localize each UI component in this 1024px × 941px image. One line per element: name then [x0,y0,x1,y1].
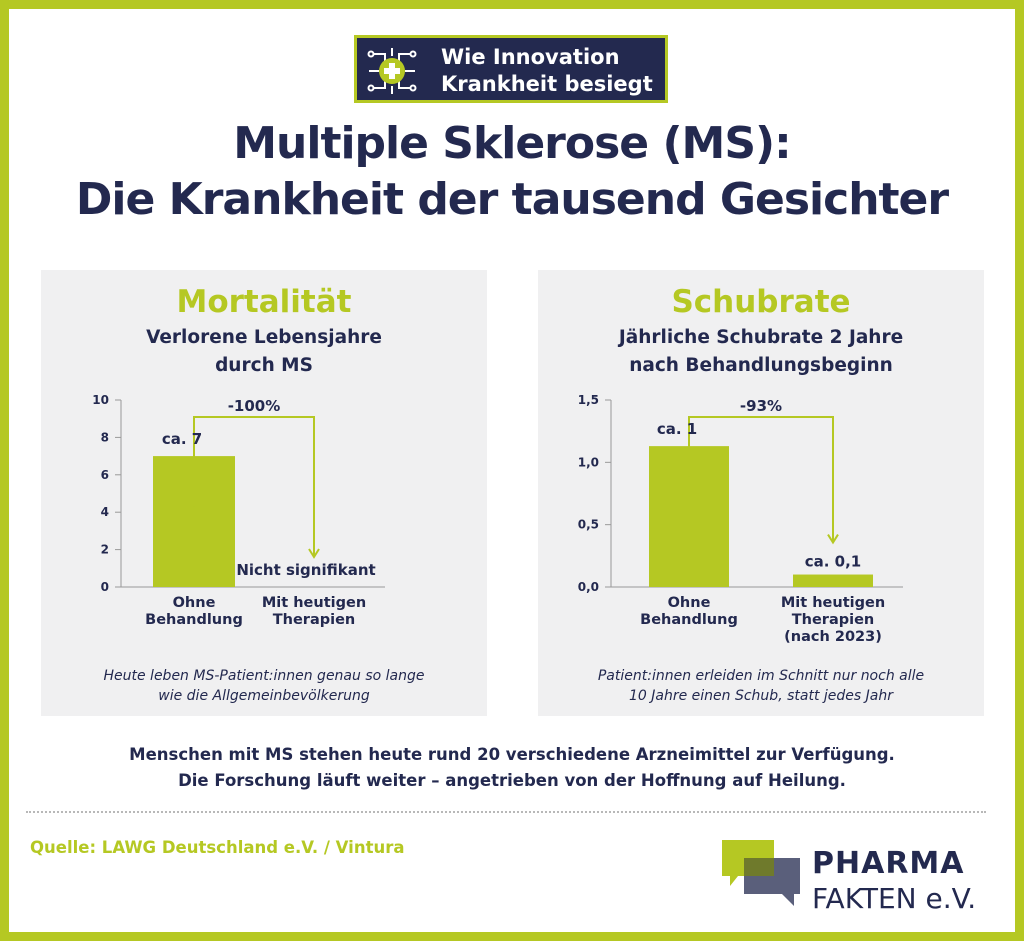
change-label: -93% [740,397,782,415]
source-note: Quelle: LAWG Deutschland e.V. / Vintura [30,838,405,857]
mortality-chart: 0 2 4 6 8 10 -100% ca. 7 Nicht signifikant OhneBe… [92,393,385,628]
relapse-rate-subtitle: Jährliche Schubrate 2 Jahre nach Behandl… [538,324,984,380]
relapse-rate-note: Patient:innen erleiden im Schnitt nur no… [538,666,984,706]
relapse-rate-panel: Schubrate Jährliche Schubrate 2 Jahre na… [538,270,984,716]
relapse-rate-note-line-1: Patient:innen erleiden im Schnitt nur no… [597,668,925,684]
summary-line-1: Menschen mit MS stehen heute rund 20 ver… [129,745,895,764]
y-tick-label: 0 [101,580,109,594]
category-label: Ohne [668,595,711,611]
topic-badge: Wie Innovation Krankheit besiegt [354,35,668,103]
category-label: Behandlung [145,612,243,628]
mortality-note-line-1: Heute leben MS-Patient:innen genau so la… [103,668,425,684]
data-label: ca. 0,1 [805,553,862,571]
change-bracket [688,416,834,543]
mortality-subtitle-line-1: Verlorene Lebensjahre [146,327,382,348]
y-tick-label: 1,5 [578,393,599,407]
y-tick-label: 8 [101,430,109,444]
relapse-rate-title: Schubrate [671,284,851,320]
category-label: (nach 2023) [784,629,882,645]
y-tick-label: 1,0 [578,455,599,469]
mortality-title: Mortalität [176,284,352,320]
category-label: Ohne [173,595,216,611]
summary-text: Menschen mit MS stehen heute rund 20 ver… [0,742,1024,794]
data-label: ca. 1 [657,420,697,438]
page-title-line-2: Die Krankheit der tausend Gesichter [75,174,949,225]
category-label: Therapien [792,612,875,628]
mortality-subtitle: Verlorene Lebensjahre durch MS [41,324,487,380]
divider [26,811,986,813]
change-label: -100% [228,397,281,415]
relapse-rate-subtitle-line-1: Jährliche Schubrate 2 Jahre [618,327,904,348]
y-tick-label: 0,0 [578,580,599,594]
arrow-head [827,534,839,545]
data-label: ca. 7 [162,430,202,448]
mortality-note-line-2: wie die Allgemeinbevölkerung [158,688,370,704]
logo-text-bottom: FAKTEN e.V. [812,882,977,915]
arrow-head [308,548,320,559]
logo-text-top: PHARMA [812,846,965,881]
mortality-subtitle-line-2: durch MS [215,355,313,376]
mortality-panel: Mortalität Verlorene Lebensjahre durch M… [41,270,487,716]
page-title-line-1: Multiple Sklerose (MS): [233,118,792,169]
pharma-fakten-logo: PHARMA FAKTEN e.V. [722,840,982,920]
relapse-rate-chart: 0,0 0,5 1,0 1,5 -93% ca. 1 ca. 0,1 OhneBehandlu… [578,393,903,645]
y-tick-label: 6 [101,468,109,482]
relapse-rate-note-line-2: 10 Jahre einen Schub, statt jedes Jahr [629,688,893,704]
category-label: Behandlung [640,612,738,628]
y-tick-label: 4 [101,505,109,519]
category-label: Mit heutigen [781,595,885,611]
summary-line-2: Die Forschung läuft weiter – angetrieben… [178,771,846,790]
category-label: Mit heutigen [262,595,366,611]
relapse-rate-subtitle-line-2: nach Behandlungsbeginn [629,355,893,376]
category-label: Therapien [273,612,356,628]
change-bracket [193,416,315,557]
mortality-note: Heute leben MS-Patient:innen genau so la… [41,666,487,706]
data-label: Nicht signifikant [236,561,375,579]
y-tick-label: 2 [101,543,109,557]
badge-line-2: Krankheit besiegt [441,72,653,96]
y-tick-label: 0,5 [578,518,599,532]
badge-line-1: Wie Innovation [441,45,620,69]
speech-bubbles-icon [722,840,800,906]
circuit-medical-cross-icon [367,48,417,94]
bar [793,574,873,587]
y-tick-label: 10 [92,393,109,407]
